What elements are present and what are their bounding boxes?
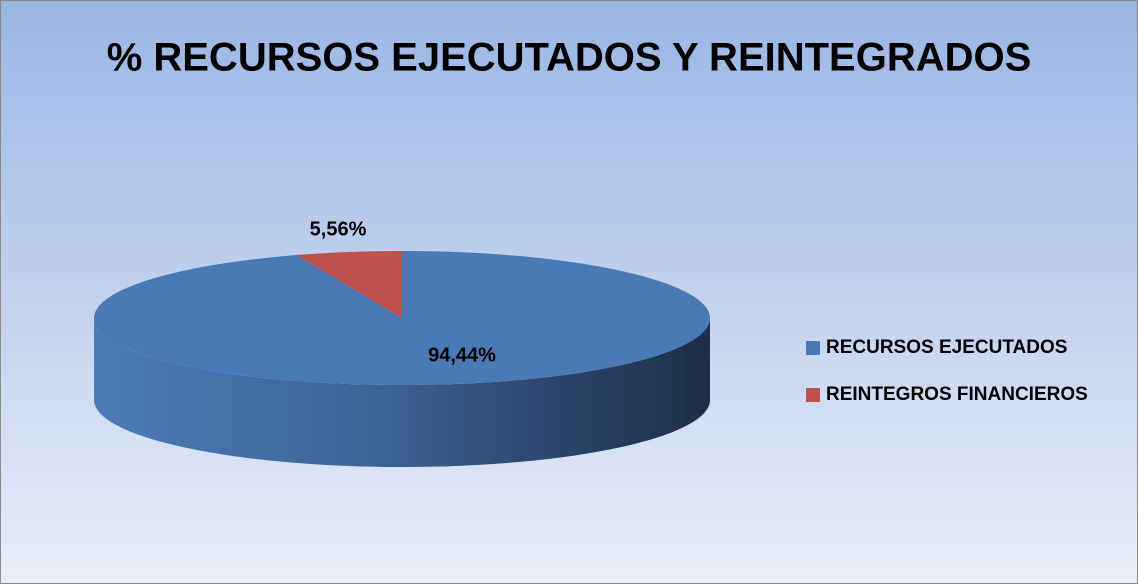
data-label: 5,56% bbox=[310, 218, 367, 240]
legend-swatch bbox=[806, 388, 820, 402]
legend-label: REINTEGROS FINANCIEROS bbox=[826, 384, 1088, 405]
legend-swatch bbox=[806, 341, 820, 355]
chart-title: % RECURSOS EJECUTADOS Y REINTEGRADOS bbox=[107, 36, 1032, 80]
pie-side bbox=[94, 318, 710, 467]
legend-label: RECURSOS EJECUTADOS bbox=[826, 337, 1067, 358]
data-label: 94,44% bbox=[428, 344, 496, 366]
pie-slice bbox=[296, 251, 402, 318]
pie-slice bbox=[94, 251, 711, 386]
